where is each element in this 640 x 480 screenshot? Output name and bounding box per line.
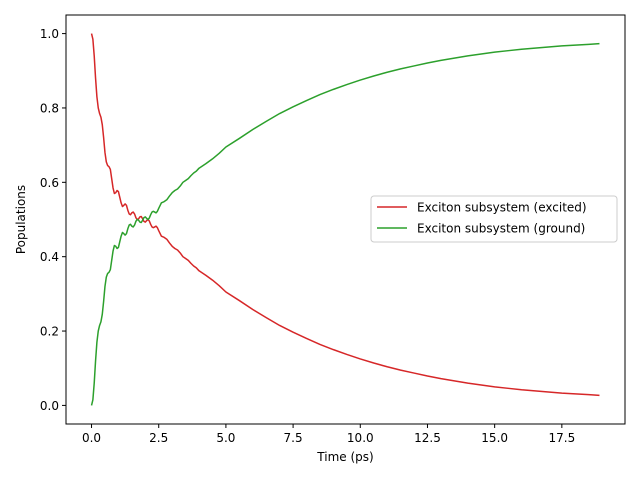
x-tick-label: 15.0: [481, 431, 508, 445]
series-line-excited: [90, 33, 600, 397]
legend: Exciton subsystem (excited) Exciton subs…: [370, 195, 618, 243]
y-tick-label: 0.8: [40, 101, 59, 115]
legend-label-excited: Exciton subsystem (excited): [417, 201, 587, 215]
x-tick-label: 7.5: [284, 431, 303, 445]
legend-label-ground: Exciton subsystem (ground): [417, 222, 585, 236]
legend-box: [370, 195, 618, 243]
y-axis-label: Populations: [14, 185, 28, 254]
x-tick-label: 2.5: [149, 431, 168, 445]
y-tick-label: 0.6: [40, 176, 59, 190]
series-line-ground: [90, 42, 600, 406]
axes-frame: [65, 14, 626, 425]
x-tick-label: 17.5: [548, 431, 575, 445]
x-tick-label: 12.5: [414, 431, 441, 445]
x-tick-label: 0.0: [82, 431, 101, 445]
y-axis-ticks: 0.0 0.2 0.4 0.6 0.8 1.0: [40, 27, 66, 413]
x-tick-label: 5.0: [216, 431, 235, 445]
y-tick-label: 0.4: [40, 250, 59, 264]
x-axis-ticks: 0.0 2.5 5.0 7.5 10.0 12.5 15.0 17.5: [82, 424, 575, 445]
y-tick-label: 0.2: [40, 325, 59, 339]
series-group: [90, 33, 600, 406]
x-axis-label: Time (ps): [316, 450, 373, 464]
x-tick-label: 10.0: [347, 431, 374, 445]
y-tick-label: 0.0: [40, 399, 59, 413]
y-tick-label: 1.0: [40, 27, 59, 41]
